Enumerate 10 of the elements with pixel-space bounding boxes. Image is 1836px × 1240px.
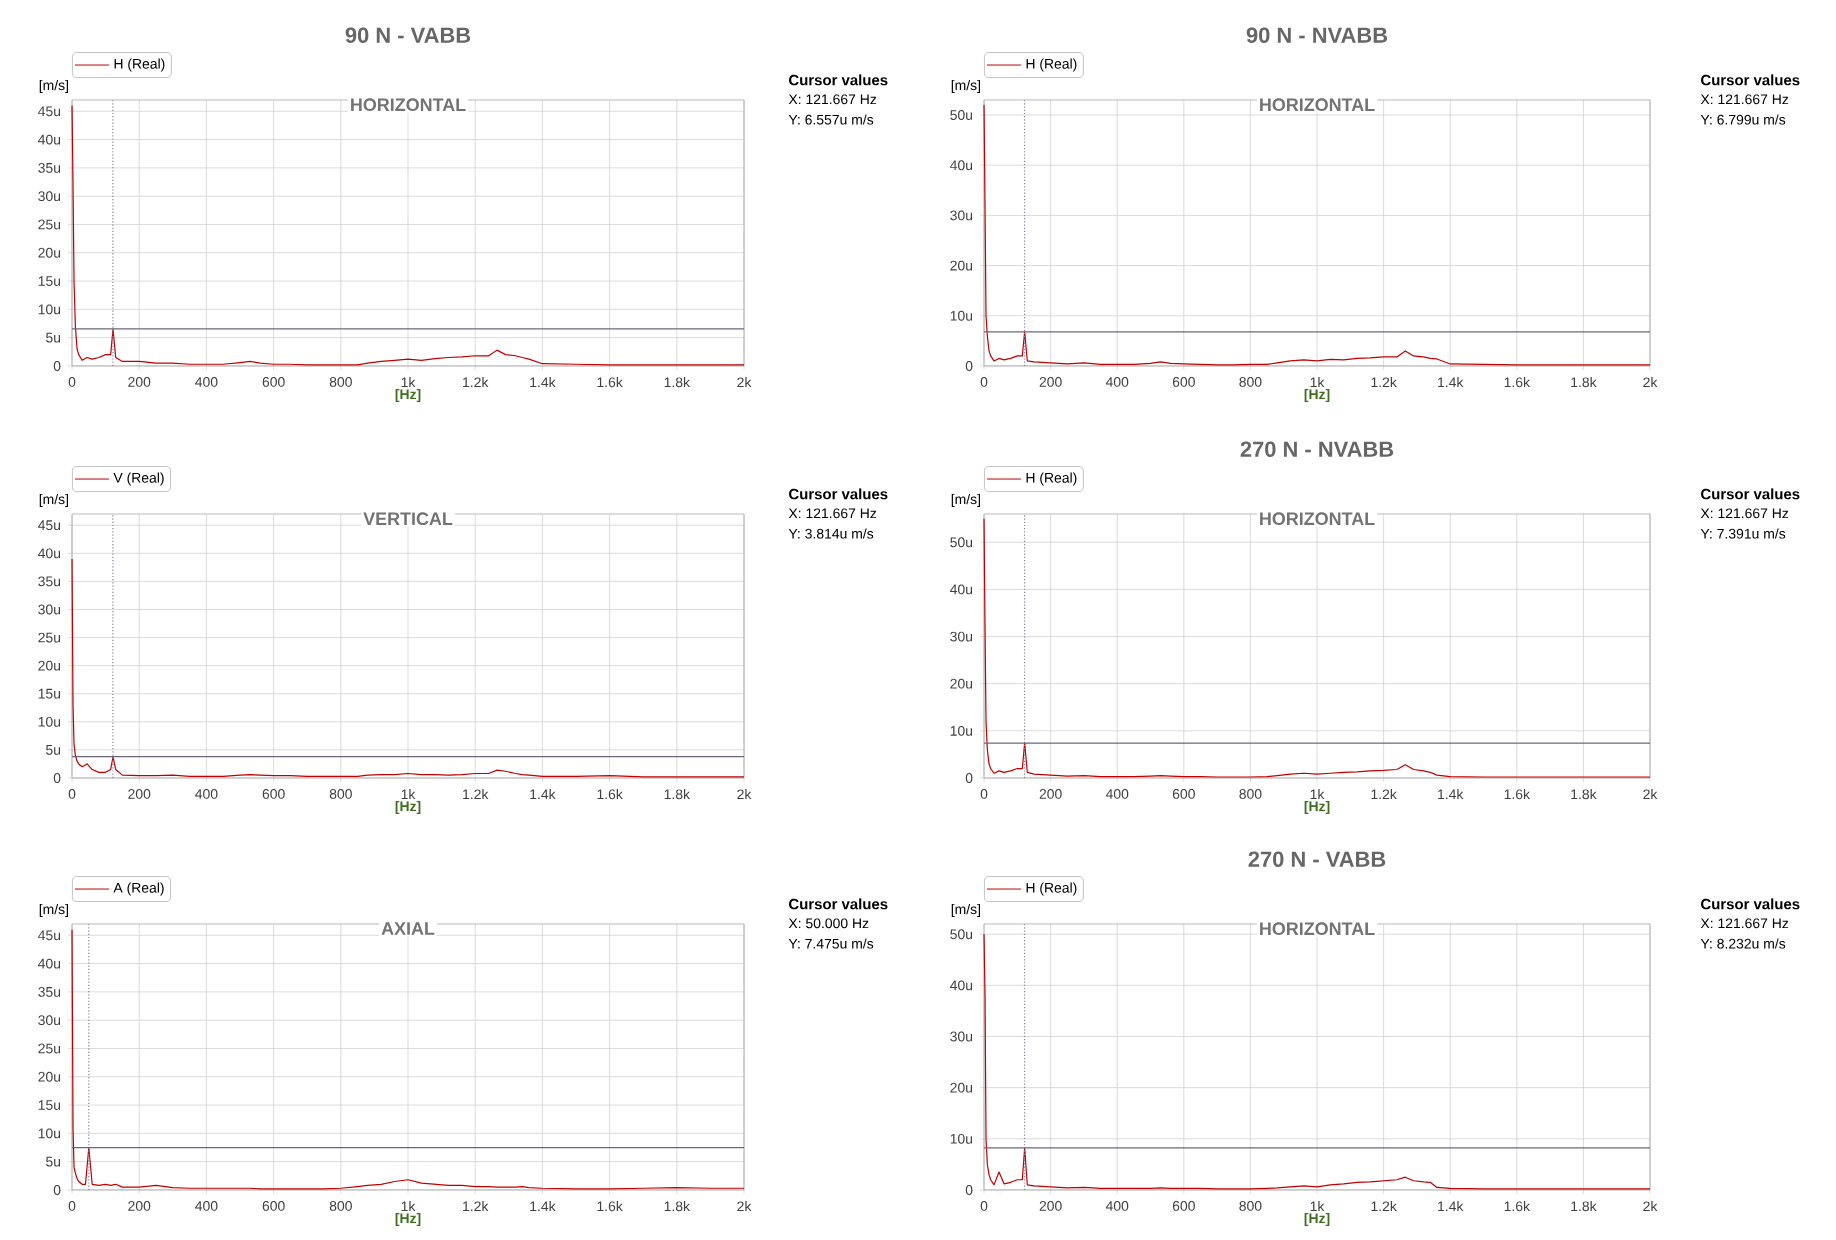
- annotation: VERTICAL: [363, 512, 453, 526]
- annotation: HORIZONTAL: [1260, 512, 1375, 526]
- chart-title: 90 N - NVABB: [1246, 27, 1388, 43]
- annotation: HORIZONTAL: [1260, 98, 1375, 112]
- chart-title: 270 N - VABB: [1248, 851, 1386, 867]
- annotation: AXIAL: [381, 922, 435, 935]
- annotation: HORIZONTAL: [1260, 922, 1375, 936]
- chart-title: 270 N - NVABB: [1240, 441, 1394, 457]
- chart-title: 90 N - VABB: [345, 27, 471, 43]
- annotation: HORIZONTAL: [351, 98, 466, 112]
